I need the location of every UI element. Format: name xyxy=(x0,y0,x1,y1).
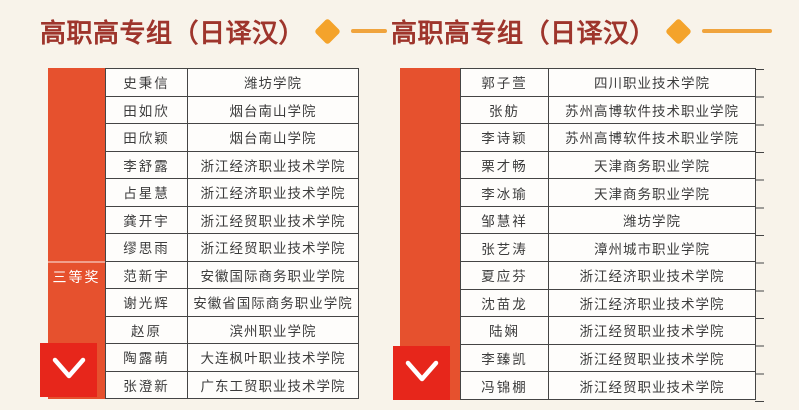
winner-name-cell: 赵原 xyxy=(105,315,188,344)
winner-name-cell: 陶露萌 xyxy=(105,343,188,372)
winner-school-cell: 浙江经贸职业技术学院 xyxy=(187,233,359,262)
chevron-down-icon xyxy=(400,357,444,390)
table-row: 陆娴 浙江经贸职业技术学院 xyxy=(460,316,756,345)
winner-name-cell: 张澄新 xyxy=(105,370,188,399)
winner-school-cell: 浙江经贸职业技术学院 xyxy=(187,205,359,234)
table-row: 李冰瑜 天津商务职业学院 xyxy=(460,178,756,207)
table-row: 李臻凯 浙江经贸职业技术学院 xyxy=(460,343,756,373)
winners-table-left: 史秉信 潍坊学院 田如欣 烟台南山学院 田欣颖 烟台南山学院 李舒露 浙江经济职… xyxy=(105,68,359,399)
winner-name-cell: 张舫 xyxy=(460,95,549,125)
chevron-down-icon xyxy=(47,354,91,387)
winner-school-cell: 浙江经贸职业技术学院 xyxy=(548,316,756,345)
dash-divider xyxy=(351,29,388,33)
winner-school-cell: 四川职业技术学院 xyxy=(548,68,756,97)
winner-school-cell: 滨州职业学院 xyxy=(187,315,359,344)
table-row: 张艺涛 漳州城市职业学院 xyxy=(460,233,756,263)
winner-name-cell: 李臻凯 xyxy=(460,343,549,373)
winner-school-cell: 烟台南山学院 xyxy=(187,95,359,124)
winner-school-cell: 烟台南山学院 xyxy=(187,123,359,152)
winner-name-cell: 占星慧 xyxy=(105,178,188,207)
winner-name-cell: 史秉信 xyxy=(105,68,188,97)
table-row: 沈苗龙 浙江经济职业技术学院 xyxy=(460,288,756,318)
winner-school-cell: 浙江经贸职业技术学院 xyxy=(548,371,756,400)
winner-name-cell: 田如欣 xyxy=(105,95,188,124)
table-row: 占星慧 浙江经济职业技术学院 xyxy=(105,178,359,207)
winner-name-cell: 谢光辉 xyxy=(105,288,188,317)
table-row: 赵原 滨州职业学院 xyxy=(105,315,359,344)
winner-name-cell: 郭子萱 xyxy=(460,68,549,97)
table-row: 夏应芬 浙江经济职业技术学院 xyxy=(460,261,756,290)
dash-divider xyxy=(702,29,773,33)
winner-school-cell: 浙江经济职业技术学院 xyxy=(187,150,359,179)
table-row: 田欣颖 烟台南山学院 xyxy=(105,123,359,152)
winner-school-cell: 浙江经济职业技术学院 xyxy=(548,288,756,318)
winner-name-cell: 田欣颖 xyxy=(105,123,188,152)
prize-section-divider xyxy=(48,261,105,263)
winner-school-cell: 广东工贸职业技术学院 xyxy=(187,370,359,399)
table-row: 李舒露 浙江经济职业技术学院 xyxy=(105,150,359,179)
winner-school-cell: 潍坊学院 xyxy=(187,68,359,97)
winner-name-cell: 陆娴 xyxy=(460,316,549,345)
table-row: 陶露萌 大连枫叶职业技术学院 xyxy=(105,343,359,372)
winner-school-cell: 安徽国际商务职业学院 xyxy=(187,260,359,289)
table-row: 栗才畅 天津商务职业学院 xyxy=(460,150,756,180)
winner-school-cell: 大连枫叶职业技术学院 xyxy=(187,343,359,372)
winner-name-cell: 范新宇 xyxy=(105,260,188,289)
table-row: 郭子萱 四川职业技术学院 xyxy=(460,68,756,97)
table-row: 李诗颖 苏州高博软件技术职业学院 xyxy=(460,123,756,152)
diamond-icon xyxy=(314,17,341,45)
section-title-right: 高职高专组（日译汉） xyxy=(391,17,657,48)
winner-name-cell: 缪思雨 xyxy=(105,233,188,262)
table-row: 史秉信 潍坊学院 xyxy=(105,68,359,97)
winner-school-cell: 浙江经贸职业技术学院 xyxy=(548,343,756,373)
prize-label: 三等奖 xyxy=(52,269,101,285)
cropped-column-stub xyxy=(755,69,764,402)
winner-name-cell: 李诗颖 xyxy=(460,123,549,152)
winner-school-cell: 浙江经济职业技术学院 xyxy=(548,261,756,290)
winner-name-cell: 邹慧祥 xyxy=(460,205,549,235)
winner-school-cell: 天津商务职业学院 xyxy=(548,178,756,207)
diamond-icon xyxy=(665,17,692,45)
winner-school-cell: 漳州城市职业学院 xyxy=(548,233,756,263)
prize-column-right xyxy=(400,68,460,400)
winner-name-cell: 沈苗龙 xyxy=(460,288,549,318)
table-row: 缪思雨 浙江经贸职业技术学院 xyxy=(105,233,359,262)
winner-name-cell: 李冰瑜 xyxy=(460,178,549,207)
winner-name-cell: 栗才畅 xyxy=(460,150,549,180)
winner-school-cell: 苏州高博软件技术职业学院 xyxy=(548,95,756,125)
table-row: 邹慧祥 潍坊学院 xyxy=(460,205,756,235)
section-title-left: 高职高专组（日译汉） xyxy=(40,17,306,48)
scroll-down-button-right[interactable] xyxy=(393,346,450,400)
winner-name-cell: 张艺涛 xyxy=(460,233,549,263)
winner-name-cell: 李舒露 xyxy=(105,150,188,179)
table-row: 张舫 苏州高博软件技术职业学院 xyxy=(460,95,756,125)
table-row: 谢光辉 安徽省国际商务职业学院 xyxy=(105,288,359,317)
table-row: 龚开宇 浙江经贸职业技术学院 xyxy=(105,205,359,234)
winner-school-cell: 潍坊学院 xyxy=(548,205,756,235)
table-row: 范新宇 安徽国际商务职业学院 xyxy=(105,260,359,289)
winner-school-cell: 安徽省国际商务职业学院 xyxy=(187,288,359,317)
table-row: 田如欣 烟台南山学院 xyxy=(105,95,359,124)
winner-school-cell: 浙江经济职业技术学院 xyxy=(187,178,359,207)
winner-name-cell: 龚开宇 xyxy=(105,205,188,234)
winner-school-cell: 苏州高博软件技术职业学院 xyxy=(548,123,756,152)
table-row: 张澄新 广东工贸职业技术学院 xyxy=(105,370,359,399)
winner-school-cell: 天津商务职业学院 xyxy=(548,150,756,180)
table-row: 冯锦棚 浙江经贸职业技术学院 xyxy=(460,371,756,400)
winner-name-cell: 冯锦棚 xyxy=(460,371,549,400)
scroll-down-button-left[interactable] xyxy=(40,343,97,397)
winner-name-cell: 夏应芬 xyxy=(460,261,549,290)
winners-table-right: 郭子萱 四川职业技术学院 张舫 苏州高博软件技术职业学院 李诗颖 苏州高博软件技… xyxy=(460,68,756,400)
section-header-right: 高职高专组（日译汉） xyxy=(391,13,773,49)
section-header-left: 高职高专组（日译汉） xyxy=(40,13,388,49)
